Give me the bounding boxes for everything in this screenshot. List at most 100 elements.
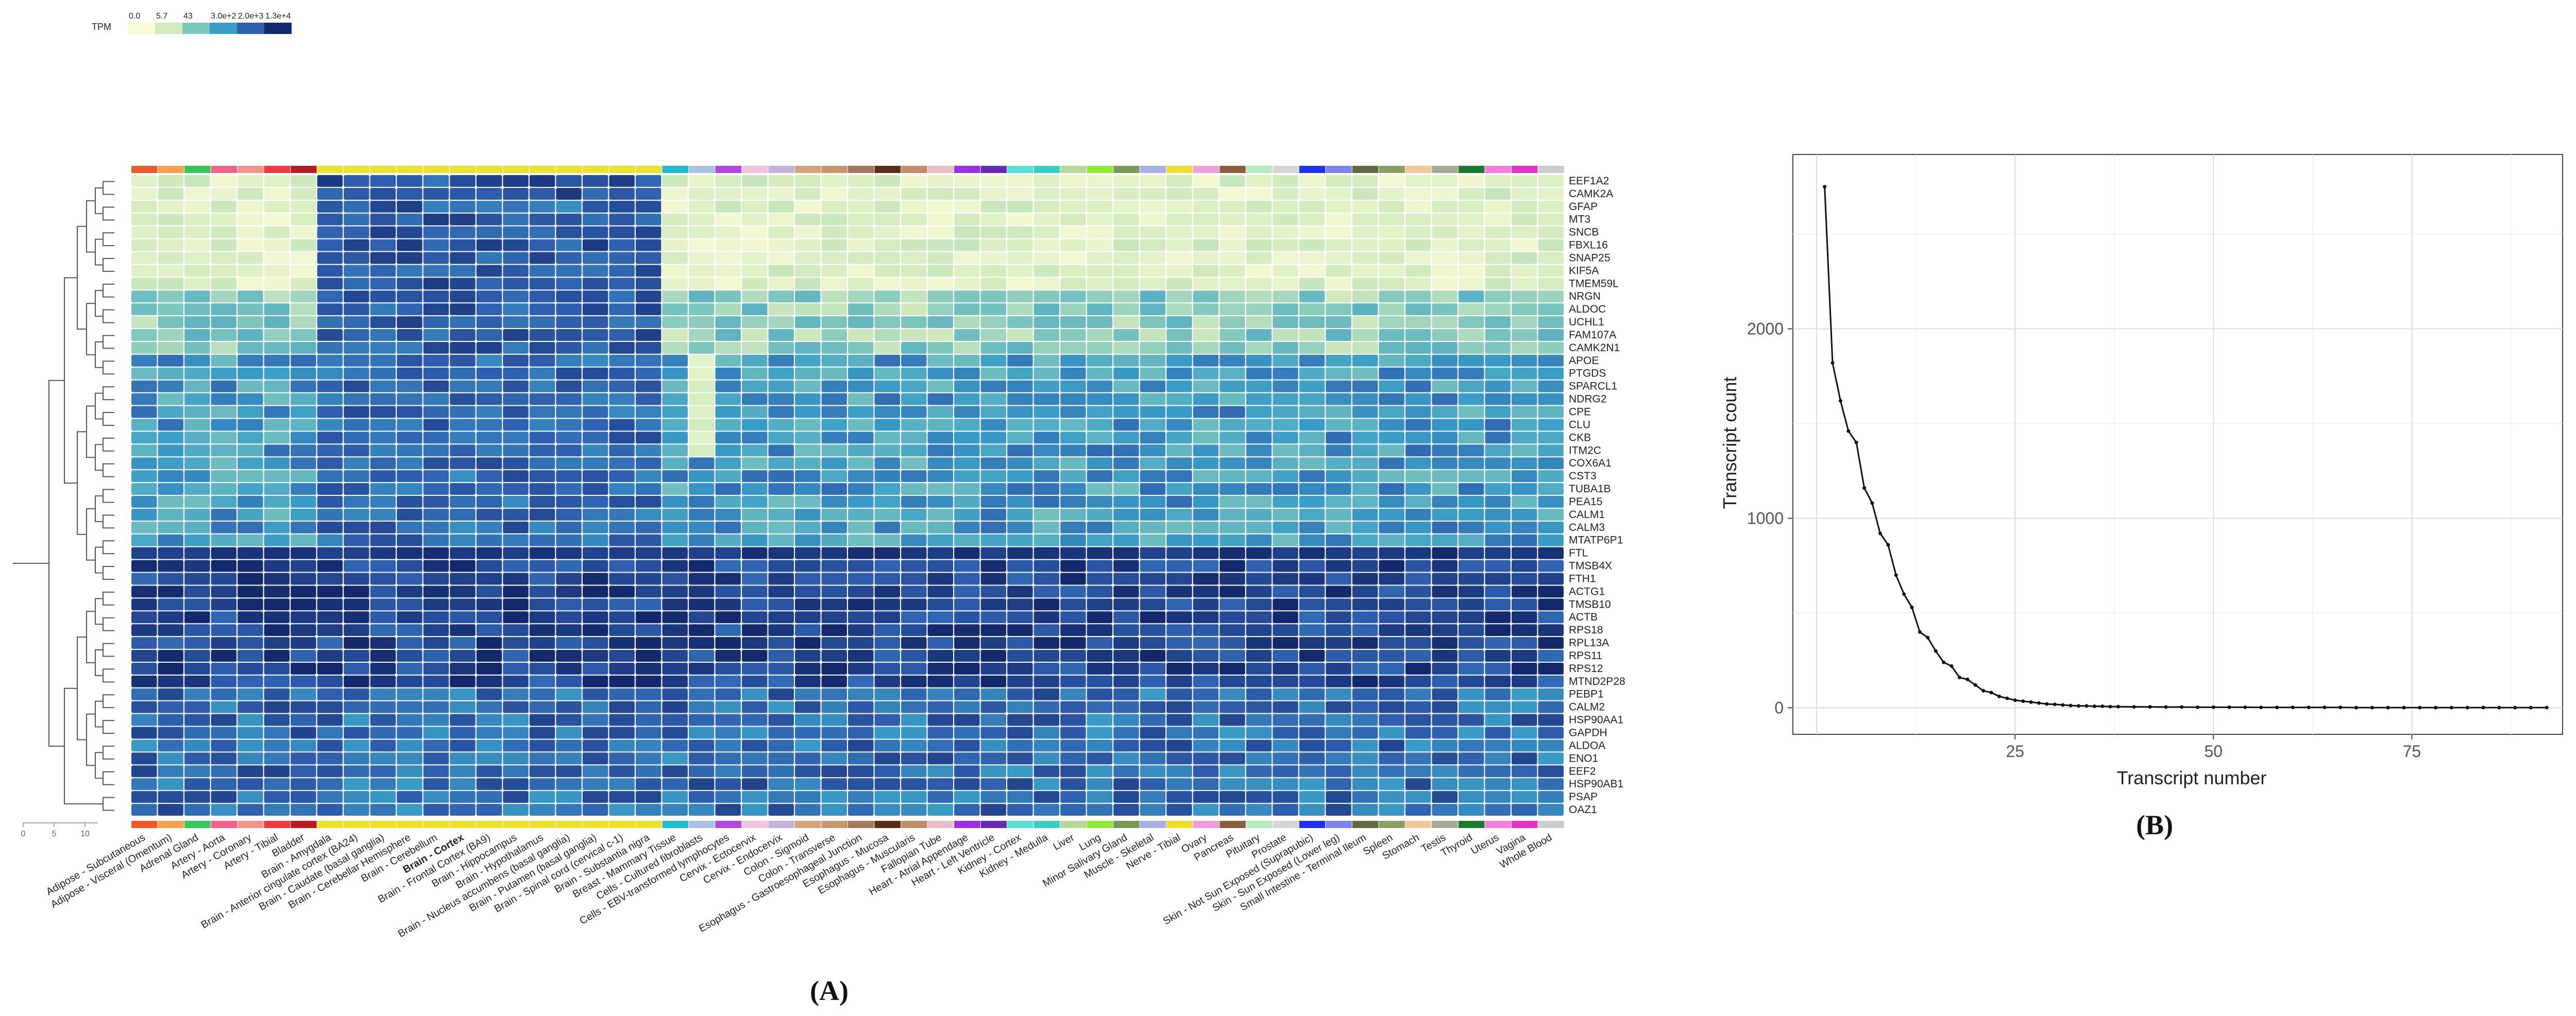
heatmap-cell xyxy=(927,534,954,546)
heatmap-cell xyxy=(317,213,343,226)
heatmap-cell xyxy=(1166,650,1192,662)
heatmap-cell xyxy=(1458,187,1484,200)
heatmap-cell xyxy=(874,380,901,392)
heatmap-cell xyxy=(344,624,369,636)
heatmap-cell xyxy=(131,252,157,264)
gene-label: APOE xyxy=(1569,355,1599,367)
heatmap-cell xyxy=(662,560,688,572)
heatmap-cell xyxy=(635,265,662,277)
heatmap-cell xyxy=(1511,804,1537,816)
dendrogram-link xyxy=(103,489,114,503)
tissue-color-swatch xyxy=(1113,821,1140,828)
heatmap-cell xyxy=(821,598,847,611)
heatmap-cell xyxy=(1113,598,1139,611)
heatmap-cell xyxy=(874,226,901,238)
heatmap-cell xyxy=(715,637,741,649)
heatmap-cell xyxy=(1033,508,1060,521)
heatmap-cell xyxy=(927,508,954,521)
heatmap-cell xyxy=(1299,329,1325,341)
heatmap-cell xyxy=(1405,573,1431,585)
heatmap-cell xyxy=(1299,791,1325,803)
heatmap-cell xyxy=(1193,200,1219,213)
heatmap-cell xyxy=(556,213,582,226)
heatmap-cell xyxy=(370,573,396,585)
heatmap-cell xyxy=(291,573,316,585)
heatmap-cell xyxy=(556,662,582,675)
heatmap-cell xyxy=(688,393,715,405)
heatmap-cell xyxy=(635,804,662,816)
heatmap-cell xyxy=(1113,727,1139,739)
heatmap-cell xyxy=(1432,380,1458,392)
heatmap-cell xyxy=(954,701,980,713)
heatmap-cell xyxy=(821,662,847,675)
heatmap-cell xyxy=(529,470,555,483)
heatmap-cell xyxy=(688,804,715,816)
heatmap-cell xyxy=(1166,637,1192,649)
heatmap-cell xyxy=(1485,496,1511,508)
tissue-color-swatch xyxy=(1166,821,1193,828)
heatmap-cell xyxy=(184,200,210,213)
heatmap-cell xyxy=(741,316,768,329)
heatmap-cell xyxy=(927,419,954,431)
heatmap-cell xyxy=(1379,496,1404,508)
heatmap-cell xyxy=(768,367,794,380)
heatmap-cell xyxy=(635,432,662,444)
heatmap-cell xyxy=(1299,675,1325,687)
heatmap-cell xyxy=(211,637,237,649)
heatmap-cell xyxy=(1458,380,1484,392)
heatmap-cell xyxy=(927,316,954,329)
heatmap-cell xyxy=(954,354,980,367)
heatmap-cell xyxy=(1538,278,1564,290)
heatmap-cell xyxy=(1352,329,1378,341)
heatmap-cell xyxy=(211,252,237,264)
heatmap-cell xyxy=(901,226,927,238)
heatmap-cell xyxy=(1538,213,1564,226)
heatmap-cell xyxy=(1379,483,1404,495)
heatmap-cell xyxy=(1007,765,1033,778)
heatmap-cell xyxy=(821,303,847,316)
heatmap-cell xyxy=(1432,650,1458,662)
heatmap-cell xyxy=(768,226,794,238)
heatmap-cell xyxy=(1060,727,1086,739)
tissue-color-swatch xyxy=(821,821,848,828)
heatmap-cell xyxy=(662,804,688,816)
heatmap-cell xyxy=(688,303,715,316)
heatmap-cell xyxy=(503,624,529,636)
heatmap-cell xyxy=(1140,226,1166,238)
heatmap-cell xyxy=(927,470,954,483)
heatmap-cell xyxy=(1166,265,1192,277)
heatmap-cell xyxy=(1087,457,1113,470)
heatmap-cell xyxy=(1087,547,1113,559)
heatmap-cell xyxy=(927,739,954,752)
heatmap-cell xyxy=(1060,278,1086,290)
heatmap-cell xyxy=(397,444,422,457)
heatmap-cell xyxy=(158,187,184,200)
heatmap-cell xyxy=(768,560,794,572)
heatmap-cell xyxy=(503,727,529,739)
heatmap-cell xyxy=(662,714,688,726)
heatmap-cell xyxy=(211,213,237,226)
heatmap-cell xyxy=(954,341,980,354)
heatmap-cell xyxy=(1087,316,1113,329)
tissue-color-bar-top xyxy=(131,166,1564,173)
heatmap-cell xyxy=(238,534,263,546)
heatmap-cell xyxy=(238,611,263,624)
heatmap-cell xyxy=(211,432,237,444)
heatmap-cell xyxy=(662,367,688,380)
heatmap-cell xyxy=(397,586,422,598)
heatmap-cell xyxy=(370,278,396,290)
heatmap-cell xyxy=(158,752,184,765)
dendrogram-link xyxy=(95,700,103,728)
heatmap-cell xyxy=(1299,778,1325,790)
heatmap-cell xyxy=(1246,432,1272,444)
heatmap-cell xyxy=(901,252,927,264)
heatmap-cell xyxy=(1273,611,1298,624)
data-point xyxy=(2069,703,2073,708)
heatmap-cell xyxy=(821,457,847,470)
heatmap-cell xyxy=(131,547,157,559)
heatmap-cell xyxy=(131,213,157,226)
heatmap-cell xyxy=(1246,226,1272,238)
heatmap-cell xyxy=(503,367,529,380)
heatmap-cell xyxy=(1007,752,1033,765)
heatmap-cell xyxy=(556,406,582,418)
